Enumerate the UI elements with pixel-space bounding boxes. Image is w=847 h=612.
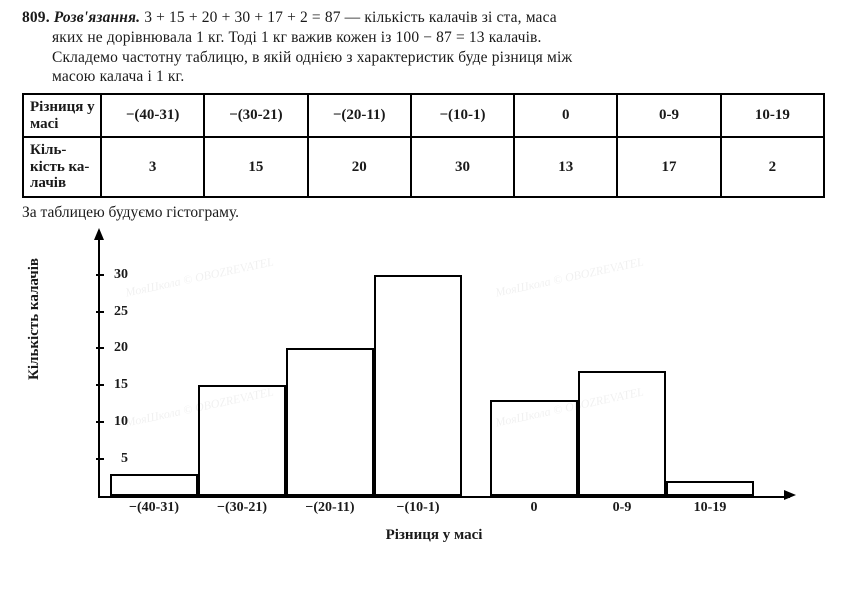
table-cell: −(20-11) bbox=[308, 94, 411, 137]
solution-paragraph: 809. Розв'язання. 3 + 15 + 20 + 30 + 17 … bbox=[22, 8, 825, 87]
x-category-label: 10-19 bbox=[694, 500, 727, 516]
histogram-bar bbox=[198, 385, 286, 496]
table-cell: 3 bbox=[101, 137, 204, 197]
body-line-2: яких не дорівнювала 1 кг. Тоді 1 кг важи… bbox=[22, 28, 825, 48]
table-cell: 10-19 bbox=[721, 94, 824, 137]
y-tick-label: 25 bbox=[100, 304, 128, 320]
histogram-bar bbox=[666, 481, 754, 496]
y-tick-label: 10 bbox=[100, 414, 128, 430]
table-cell: 0-9 bbox=[617, 94, 720, 137]
plot-area: 51015202530−(40-31)−(30-21)−(20-11)−(10-… bbox=[98, 238, 790, 498]
y-axis-title: Кількість калачів bbox=[26, 258, 43, 380]
table-cell: 30 bbox=[411, 137, 514, 197]
frequency-table: Різниця у масі −(40-31) −(30-21) −(20-11… bbox=[22, 93, 825, 198]
y-tick-label: 30 bbox=[100, 267, 128, 283]
y-tick-label: 15 bbox=[100, 377, 128, 393]
table-cell: −(40-31) bbox=[101, 94, 204, 137]
problem-number: 809. bbox=[22, 9, 50, 26]
table-cell: 20 bbox=[308, 137, 411, 197]
after-table-text: За таблицею будуємо гістограму. bbox=[22, 204, 825, 222]
x-category-label: −(30-21) bbox=[217, 500, 267, 516]
table-row: Кіль-кість ка-лачів 3 15 20 30 13 17 2 bbox=[23, 137, 824, 197]
solution-label: Розв'язання. bbox=[54, 9, 140, 26]
x-axis-title: Різниця у масі bbox=[386, 527, 483, 544]
histogram-bar bbox=[578, 371, 666, 496]
histogram-bar bbox=[490, 400, 578, 496]
table-cell: 0 bbox=[514, 94, 617, 137]
table-row: Різниця у масі −(40-31) −(30-21) −(20-11… bbox=[23, 94, 824, 137]
histogram-chart: Кількість калачів 51015202530−(40-31)−(3… bbox=[64, 230, 804, 540]
histogram-bar bbox=[286, 348, 374, 495]
row-header-diff: Різниця у масі bbox=[23, 94, 101, 137]
x-category-label: −(10-1) bbox=[397, 500, 440, 516]
histogram-bar bbox=[374, 275, 462, 496]
table-cell: 2 bbox=[721, 137, 824, 197]
table-cell: −(10-1) bbox=[411, 94, 514, 137]
x-category-label: 0 bbox=[531, 500, 538, 516]
y-tick-label: 5 bbox=[100, 451, 128, 467]
x-category-label: −(20-11) bbox=[305, 500, 354, 516]
table-cell: 15 bbox=[204, 137, 307, 197]
x-category-label: 0-9 bbox=[613, 500, 632, 516]
body-line-3: Складемо частотну таблицю, в якій однією… bbox=[22, 48, 825, 68]
table-cell: 17 bbox=[617, 137, 720, 197]
body-line-4: масою калача і 1 кг. bbox=[22, 67, 825, 87]
body-line-1: 3 + 15 + 20 + 30 + 17 + 2 = 87 — кількіс… bbox=[144, 9, 557, 26]
histogram-bar bbox=[110, 474, 198, 496]
row-header-count: Кіль-кість ка-лачів bbox=[23, 137, 101, 197]
x-category-label: −(40-31) bbox=[129, 500, 179, 516]
table-cell: −(30-21) bbox=[204, 94, 307, 137]
y-tick-label: 20 bbox=[100, 340, 128, 356]
table-cell: 13 bbox=[514, 137, 617, 197]
